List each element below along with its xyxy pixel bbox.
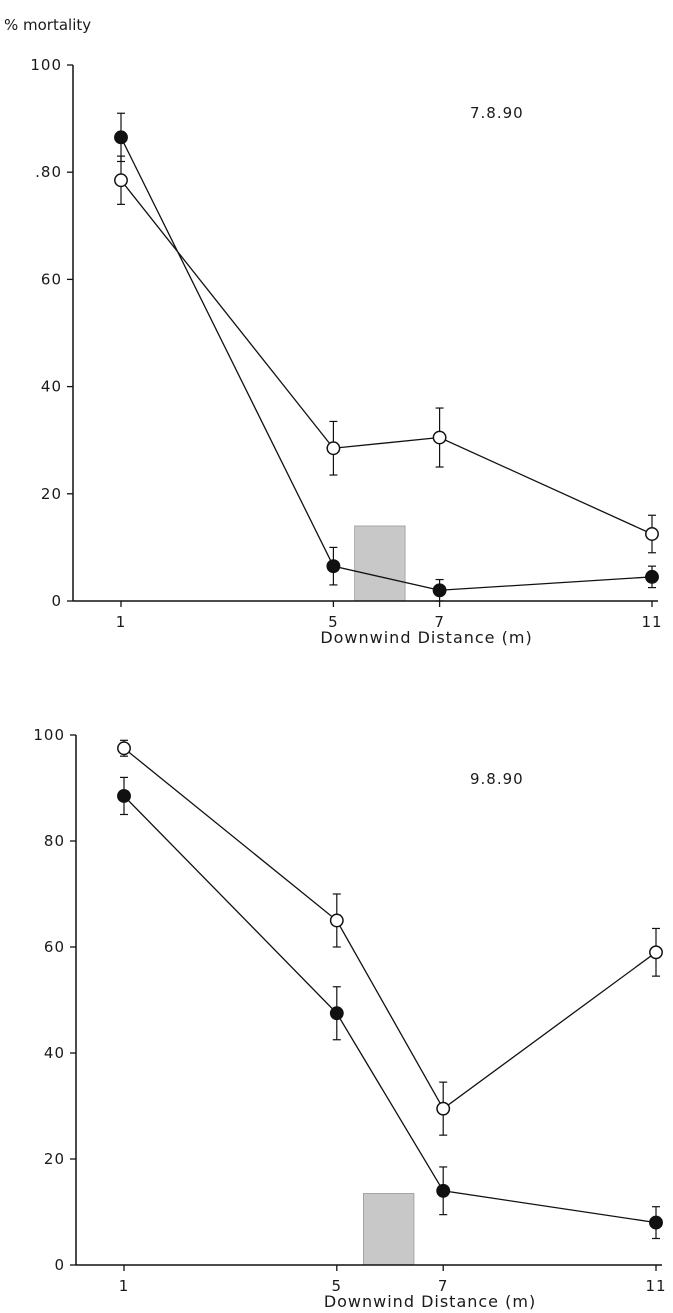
x-axis-title: Downwind Distance (m): [320, 628, 532, 647]
panel-annotation: 9.8.90: [470, 770, 524, 788]
y-axis-title: % mortality: [4, 16, 91, 34]
data-point-open: [436, 1101, 451, 1116]
data-point-filled: [432, 583, 447, 598]
series-line: [120, 137, 653, 591]
data-point-open: [645, 527, 659, 541]
y-tick-label: 60: [44, 938, 65, 956]
y-tick-label: 20: [41, 485, 62, 503]
data-point-open: [114, 173, 128, 188]
series-line: [120, 179, 653, 535]
data-point-filled: [645, 569, 659, 584]
x-tick-label: 11: [645, 1277, 666, 1295]
chart-panel-9-8-90: 0 20 40 60 80 100 1 5 7 11 Downwind Distance (m) 9.…: [33, 726, 666, 1311]
data-point-filled: [117, 789, 131, 803]
data-point-filled: [436, 1183, 451, 1198]
y-tick-label: 100: [33, 726, 65, 744]
data-point-filled: [649, 1215, 663, 1230]
x-tick-label: 1: [119, 1277, 130, 1295]
data-point-open: [649, 945, 663, 960]
x-tick-label: 1: [116, 613, 127, 631]
panel-annotation: 7.8.90: [470, 104, 524, 122]
data-point-open: [117, 741, 131, 756]
y-tick-label: 80: [44, 832, 65, 850]
x-tick-label: 11: [641, 613, 662, 631]
x-tick-label: 5: [328, 613, 339, 631]
chart-panel-7-8-90: 0 20 40 60 .80 100 1 5 7 11 Downwind Distance (m) 7…: [30, 56, 662, 647]
y-tick-label: 40: [44, 1044, 65, 1062]
y-tick-label: 40: [41, 378, 62, 396]
x-axis-title: Downwind Distance (m): [324, 1292, 536, 1311]
series-line: [123, 795, 657, 1224]
x-tick-label: 7: [438, 1277, 449, 1295]
shaded-band: [354, 525, 406, 602]
shaded-band: [362, 1193, 415, 1266]
y-tick-label: 20: [44, 1150, 65, 1168]
series-line: [123, 747, 657, 1110]
y-tick-label: 0: [51, 592, 62, 610]
data-point-open: [326, 441, 341, 456]
data-point-open: [432, 430, 447, 445]
x-tick-label: 5: [332, 1277, 343, 1295]
x-tick-label: 7: [434, 613, 445, 631]
y-tick-label: .80: [35, 163, 62, 181]
data-point-filled: [326, 559, 341, 574]
y-tick-label: 0: [54, 1256, 65, 1274]
y-tick-label: 100: [30, 56, 62, 74]
data-point-filled: [329, 1006, 344, 1021]
data-point-open: [329, 913, 344, 928]
y-tick-label: 60: [41, 270, 62, 288]
data-point-filled: [114, 130, 128, 145]
